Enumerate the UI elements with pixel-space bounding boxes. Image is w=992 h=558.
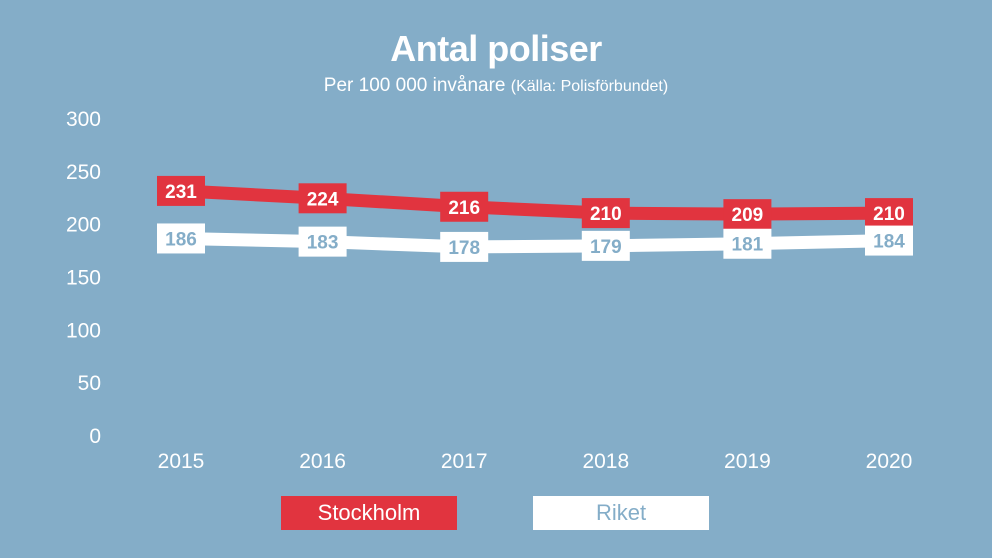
data-label: 186 bbox=[165, 229, 197, 250]
data-label-box bbox=[865, 225, 913, 256]
data-label-box bbox=[157, 175, 205, 206]
y-tick-label: 50 bbox=[78, 372, 101, 395]
y-tick-label: 0 bbox=[89, 425, 101, 448]
series-line-stockholm bbox=[180, 184, 890, 221]
data-label: 184 bbox=[873, 232, 905, 253]
x-tick-label: 2017 bbox=[441, 450, 488, 473]
source-text: (Källa: Polisförbundet) bbox=[510, 78, 669, 95]
legend-riket: Riket bbox=[533, 496, 709, 530]
x-tick-label: 2019 bbox=[724, 450, 771, 473]
chart-title: Antal poliser bbox=[390, 28, 602, 69]
y-tick-label: 200 bbox=[66, 214, 101, 237]
data-label: 210 bbox=[590, 204, 622, 225]
data-label: 181 bbox=[732, 235, 764, 256]
data-label-box bbox=[581, 230, 630, 261]
y-tick-label: 150 bbox=[66, 267, 101, 290]
series-line-riket bbox=[180, 231, 890, 254]
data-label-box bbox=[865, 198, 913, 229]
x-tick-label: 2015 bbox=[158, 450, 205, 473]
data-label-box bbox=[298, 226, 347, 257]
data-label: 210 bbox=[873, 204, 905, 225]
x-tick-label: 2018 bbox=[582, 450, 629, 473]
data-label: 178 bbox=[448, 238, 480, 259]
data-label-box bbox=[440, 191, 489, 222]
y-tick-label: 100 bbox=[66, 319, 101, 342]
subtitle-text: Per 100 000 invånare bbox=[323, 75, 506, 96]
data-label: 216 bbox=[448, 198, 480, 219]
data-label: 183 bbox=[307, 233, 339, 254]
data-label-box bbox=[298, 183, 347, 214]
data-label-box bbox=[581, 198, 630, 229]
legend-stockholm: Stockholm bbox=[281, 496, 457, 530]
x-tick-label: 2020 bbox=[866, 450, 913, 473]
x-tick-label: 2016 bbox=[299, 450, 346, 473]
data-label-box bbox=[157, 223, 205, 254]
data-label-box bbox=[723, 199, 772, 230]
data-label: 179 bbox=[590, 237, 622, 258]
chart-subtitle: Per 100 000 invånare (Källa: Polisförbun… bbox=[0, 75, 992, 97]
data-label: 231 bbox=[165, 182, 197, 203]
data-label: 209 bbox=[732, 205, 764, 226]
data-label: 224 bbox=[307, 189, 339, 210]
data-label-box bbox=[723, 228, 772, 259]
y-tick-label: 250 bbox=[66, 161, 101, 184]
y-tick-label: 300 bbox=[66, 108, 101, 131]
data-label-box bbox=[440, 231, 489, 262]
